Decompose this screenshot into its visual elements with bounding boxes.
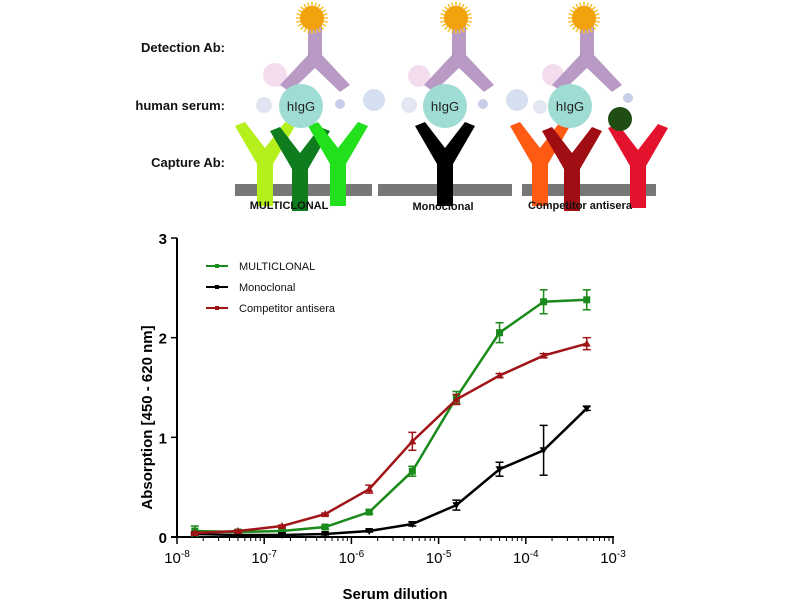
- y-tick-label: 0: [159, 530, 167, 547]
- legend-marker: [215, 306, 219, 310]
- serum-protein: [506, 89, 528, 111]
- elisa-diagram: hIgG hIgG hIgG: [235, 2, 668, 211]
- data-point: [539, 447, 548, 455]
- x-tick-label: 10-6: [339, 549, 365, 567]
- antigen-multiclonal: hIgG: [279, 84, 323, 128]
- serum-protein: [478, 99, 488, 109]
- series-multiclonal: [190, 289, 591, 537]
- svg-text:hIgG: hIgG: [431, 99, 459, 114]
- data-point: [365, 528, 374, 536]
- serum-protein: [408, 65, 430, 87]
- y-tick-label: 1: [159, 430, 167, 447]
- row-label-detection-ab: Detection Ab:: [140, 40, 225, 55]
- y-axis-label: Absorption [450 - 620 nm]: [139, 325, 156, 509]
- series-line: [194, 298, 587, 534]
- svg-text:hIgG: hIgG: [287, 99, 315, 114]
- series-competitor-antisera: [190, 336, 591, 537]
- data-point: [278, 527, 286, 535]
- x-tick-label: 10-4: [513, 549, 539, 567]
- serum-protein: [256, 97, 272, 113]
- data-point: [408, 467, 416, 475]
- data-point: [408, 521, 417, 529]
- serum-protein: [335, 99, 345, 109]
- label-sun-icon: [568, 2, 600, 34]
- serum-protein: [363, 89, 385, 111]
- antigen-competitor: hIgG: [548, 84, 592, 128]
- surface-competitor: [522, 184, 656, 196]
- data-point: [539, 351, 548, 359]
- legend-label: Competitor antisera: [239, 303, 336, 315]
- x-tick-label: 10-3: [600, 549, 626, 567]
- antigen-monoclonal: hIgG: [423, 84, 467, 128]
- row-label-human-serum: human serum:: [135, 98, 225, 113]
- data-point: [540, 298, 548, 306]
- series-line: [194, 407, 588, 537]
- svg-text:hIgG: hIgG: [556, 99, 584, 114]
- data-point: [277, 522, 286, 530]
- data-point: [496, 329, 504, 337]
- data-point: [190, 529, 199, 537]
- x-axis-label: Serum dilution: [343, 586, 448, 600]
- legend-marker: [215, 264, 219, 268]
- detection-ab-competitor: [552, 2, 622, 92]
- capture-ab-3: [308, 122, 368, 206]
- series-monoclonal: [190, 405, 591, 540]
- data-point: [233, 527, 242, 535]
- data-point: [365, 485, 374, 493]
- data-point: [365, 508, 373, 516]
- data-point: [321, 510, 330, 518]
- legend-marker: [215, 285, 219, 289]
- data-point: [582, 405, 591, 413]
- serum-protein: [533, 100, 547, 114]
- data-point: [321, 523, 329, 531]
- legend-label: Monoclonal: [239, 282, 295, 294]
- cross-reactive-protein: [608, 107, 632, 131]
- panel-label-monoclonal: Monoclonal: [412, 201, 474, 213]
- panel-label-multiclonal: MULTICLONAL: [249, 200, 329, 212]
- capture-ab-3: [608, 124, 668, 208]
- x-tick-label: 10-5: [426, 549, 452, 567]
- data-point: [495, 466, 504, 474]
- y-tick-label: 2: [159, 331, 167, 348]
- capture-ab-2: [542, 127, 602, 211]
- serum-protein: [623, 93, 633, 103]
- detection-ab-monoclonal: [424, 2, 494, 92]
- label-sun-icon: [296, 2, 328, 34]
- detection-ab-multiclonal: [280, 2, 350, 92]
- x-tick-label: 10-8: [164, 549, 190, 567]
- data-point: [277, 532, 286, 540]
- x-tick-label: 10-7: [251, 549, 277, 567]
- serum-protein: [263, 63, 287, 87]
- legend-label: MULTICLONAL: [239, 261, 315, 273]
- data-point: [321, 531, 330, 539]
- row-label-capture-ab: Capture Ab:: [151, 155, 225, 170]
- data-point: [582, 339, 591, 347]
- data-point: [452, 502, 461, 510]
- data-point: [583, 296, 591, 304]
- panel-label-competitor: Competitor antisera: [528, 200, 632, 212]
- data-point: [408, 437, 417, 445]
- data-point: [452, 395, 461, 403]
- serum-protein: [401, 97, 417, 113]
- data-point: [495, 371, 504, 379]
- y-tick-label: 3: [159, 231, 167, 248]
- label-sun-icon: [440, 2, 472, 34]
- legend: MULTICLONAL Monoclonal Competitor antisera: [206, 261, 336, 315]
- capture-ab-monoclonal: [415, 122, 475, 206]
- series-line: [194, 342, 588, 535]
